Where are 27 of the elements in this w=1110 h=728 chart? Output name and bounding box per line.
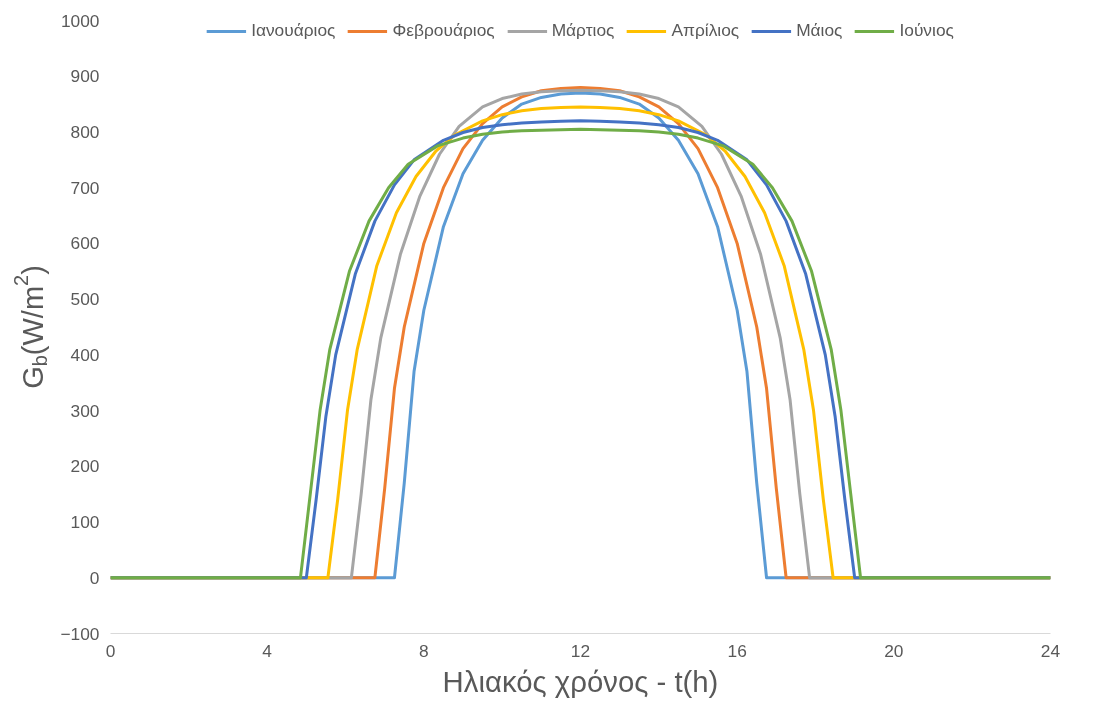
x-tick-label: 24: [1040, 640, 1061, 661]
x-tick-label: 16: [727, 640, 747, 661]
x-axis-title: Ηλιακός χρόνος - t(h): [442, 664, 719, 698]
y-tick-label: 600: [70, 233, 100, 254]
legend-label: Ιούνιος: [899, 20, 954, 41]
x-tick-label: 12: [570, 640, 591, 661]
legend-label: Μάιος: [796, 20, 843, 41]
y-axis-title: Gb(W/m2): [9, 265, 51, 389]
y-tick-label: 900: [70, 66, 100, 87]
legend-label: Ιανουάριος: [251, 20, 336, 41]
y-tick-label: 200: [70, 456, 100, 477]
legend-label: Απρίλιος: [671, 20, 740, 41]
x-tick-label: 0: [105, 640, 116, 661]
legend-label: Μάρτιος: [551, 20, 615, 41]
y-tick-label: 0: [89, 567, 100, 588]
y-tick-label: 500: [70, 289, 100, 310]
x-tick-label: 20: [884, 640, 904, 661]
y-tick-label: −100: [60, 623, 100, 644]
y-tick-label: 400: [70, 344, 100, 365]
x-tick-label: 4: [262, 640, 273, 661]
y-tick-label: 100: [70, 512, 100, 533]
y-tick-label: 700: [70, 177, 100, 198]
x-tick-label: 8: [419, 640, 429, 661]
y-tick-label: 300: [70, 400, 100, 421]
y-tick-label: 1000: [60, 10, 100, 31]
legend-label: Φεβρουάριος: [392, 20, 495, 41]
y-tick-label: 800: [70, 121, 100, 142]
